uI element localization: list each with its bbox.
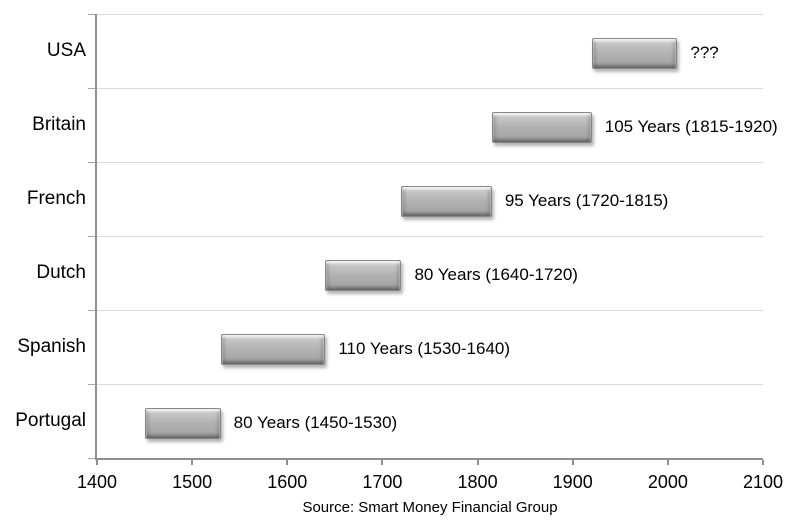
row-separator-gridline <box>97 384 763 385</box>
x-axis-line <box>95 458 763 460</box>
bar-duration-label: 80 Years (1450-1530) <box>233 413 398 432</box>
x-axis-tick <box>286 460 289 465</box>
x-axis-tick <box>476 460 479 465</box>
x-tick-label: 1900 <box>552 472 593 492</box>
x-tick-label: 1400 <box>76 472 118 492</box>
duration-bar <box>491 111 592 143</box>
y-axis-tick <box>88 236 95 237</box>
x-axis-tick <box>762 460 764 465</box>
bar-duration-label: 95 Years (1720-1815) <box>504 191 669 210</box>
row-separator-gridline <box>97 162 763 163</box>
x-tick-label: 1700 <box>362 472 403 492</box>
duration-bar <box>325 259 402 291</box>
y-axis-tick <box>88 14 95 15</box>
x-axis-tick <box>96 460 98 465</box>
x-tick-label: 1500 <box>172 472 213 492</box>
duration-bar <box>401 185 492 217</box>
row-separator-gridline <box>97 310 763 311</box>
category-label: Portugal <box>15 410 86 431</box>
row-separator-gridline <box>97 236 763 237</box>
y-axis-tick <box>88 458 95 459</box>
x-axis-tick <box>191 460 194 465</box>
category-label: Spanish <box>17 336 86 357</box>
x-tick-label: 1600 <box>267 472 308 492</box>
x-axis-tick <box>381 460 384 465</box>
bar-duration-label: 105 Years (1815-1920) <box>604 117 778 136</box>
category-label: Dutch <box>36 262 86 283</box>
row-separator-gridline <box>97 88 763 89</box>
category-label: Britain <box>32 114 86 135</box>
row-separator-gridline <box>97 14 763 15</box>
y-axis-tick <box>88 384 95 385</box>
source-note: Source: Smart Money Financial Group <box>302 499 558 516</box>
y-axis-tick <box>88 88 95 89</box>
duration-bar <box>144 407 221 439</box>
x-axis-tick <box>571 460 574 465</box>
bar-duration-label: ??? <box>690 43 719 62</box>
x-tick-label: 2000 <box>647 472 688 492</box>
duration-bar <box>220 333 326 365</box>
bar-duration-label: 80 Years (1640-1720) <box>414 265 578 284</box>
y-axis-tick <box>88 310 95 311</box>
y-axis-line <box>95 14 97 458</box>
category-label: USA <box>46 40 86 61</box>
bar-duration-label: 110 Years (1530-1640) <box>338 339 511 358</box>
y-axis-tick <box>88 162 95 163</box>
duration-bar <box>591 37 678 69</box>
x-tick-label: 2100 <box>742 472 784 492</box>
x-tick-label: 1800 <box>457 472 498 492</box>
category-label: French <box>26 188 86 209</box>
x-axis-tick <box>666 460 669 465</box>
